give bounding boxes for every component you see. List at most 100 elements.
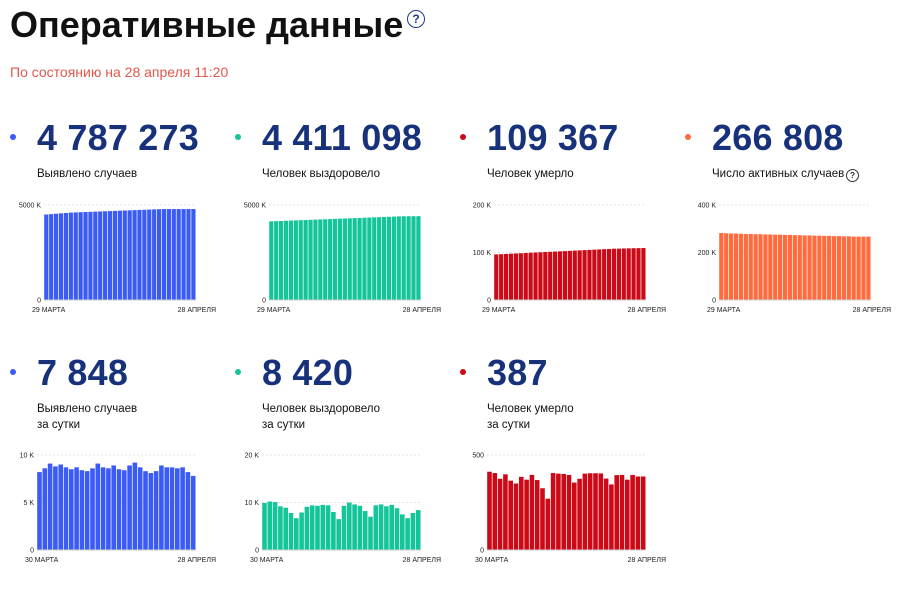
bar[interactable] bbox=[753, 234, 758, 300]
bar[interactable] bbox=[587, 473, 593, 550]
bar[interactable] bbox=[373, 505, 379, 550]
bar[interactable] bbox=[325, 505, 331, 550]
bar[interactable] bbox=[143, 471, 148, 550]
bar[interactable] bbox=[545, 498, 551, 550]
bar[interactable] bbox=[267, 501, 273, 550]
bar[interactable] bbox=[283, 220, 289, 300]
bar[interactable] bbox=[58, 464, 63, 551]
bar[interactable] bbox=[37, 472, 42, 550]
bar[interactable] bbox=[743, 233, 748, 300]
bar[interactable] bbox=[111, 465, 116, 550]
bar[interactable] bbox=[405, 518, 410, 550]
bar[interactable] bbox=[497, 478, 503, 550]
bar[interactable] bbox=[171, 209, 176, 300]
bar[interactable] bbox=[116, 469, 122, 550]
bar[interactable] bbox=[487, 471, 492, 550]
bar[interactable] bbox=[557, 251, 563, 300]
bar[interactable] bbox=[117, 210, 122, 300]
bar[interactable] bbox=[846, 236, 851, 300]
bar[interactable] bbox=[614, 475, 619, 550]
bar[interactable] bbox=[103, 211, 108, 300]
bar[interactable] bbox=[381, 216, 387, 300]
bar[interactable] bbox=[294, 518, 299, 550]
bar[interactable] bbox=[166, 209, 171, 300]
bar[interactable] bbox=[63, 467, 69, 550]
bar[interactable] bbox=[299, 512, 304, 550]
bar[interactable] bbox=[636, 248, 641, 300]
bar[interactable] bbox=[95, 463, 101, 550]
bar[interactable] bbox=[331, 512, 336, 550]
bar[interactable] bbox=[42, 468, 48, 550]
bar[interactable] bbox=[518, 253, 523, 300]
bar[interactable] bbox=[540, 488, 545, 550]
bar[interactable] bbox=[543, 252, 548, 300]
bar[interactable] bbox=[153, 471, 159, 550]
bar[interactable] bbox=[606, 248, 612, 300]
bar[interactable] bbox=[768, 234, 773, 300]
bar[interactable] bbox=[389, 504, 394, 550]
bar[interactable] bbox=[410, 512, 416, 550]
bar[interactable] bbox=[494, 254, 499, 300]
bar[interactable] bbox=[523, 252, 528, 300]
bar[interactable] bbox=[315, 505, 320, 550]
bar[interactable] bbox=[180, 467, 185, 550]
bar[interactable] bbox=[176, 209, 181, 300]
bar[interactable] bbox=[341, 505, 347, 550]
bar[interactable] bbox=[513, 483, 519, 551]
bar[interactable] bbox=[391, 216, 396, 300]
bar[interactable] bbox=[812, 235, 817, 300]
bar[interactable] bbox=[831, 236, 837, 300]
bar[interactable] bbox=[492, 473, 498, 550]
bar[interactable] bbox=[79, 470, 85, 550]
bar[interactable] bbox=[159, 465, 164, 550]
bar[interactable] bbox=[122, 470, 127, 550]
bar[interactable] bbox=[504, 253, 509, 300]
bar[interactable] bbox=[377, 217, 382, 300]
bar[interactable] bbox=[616, 248, 621, 300]
bar[interactable] bbox=[866, 236, 871, 300]
bar[interactable] bbox=[499, 254, 504, 300]
bar[interactable] bbox=[538, 252, 543, 300]
bar[interactable] bbox=[400, 514, 405, 550]
bar[interactable] bbox=[352, 218, 357, 300]
bar[interactable] bbox=[293, 220, 298, 300]
bar[interactable] bbox=[152, 209, 157, 300]
bar[interactable] bbox=[283, 507, 288, 550]
bar[interactable] bbox=[362, 217, 367, 300]
bar[interactable] bbox=[279, 220, 284, 300]
bar[interactable] bbox=[602, 249, 607, 300]
bar[interactable] bbox=[508, 480, 513, 550]
bar[interactable] bbox=[93, 211, 98, 300]
bar[interactable] bbox=[328, 219, 333, 300]
bar[interactable] bbox=[572, 482, 577, 550]
bar[interactable] bbox=[148, 473, 154, 550]
bar[interactable] bbox=[797, 235, 802, 300]
bar[interactable] bbox=[262, 502, 267, 550]
bar[interactable] bbox=[58, 213, 64, 300]
bar[interactable] bbox=[593, 473, 598, 550]
bar[interactable] bbox=[394, 508, 400, 550]
bar[interactable] bbox=[169, 467, 175, 550]
bar[interactable] bbox=[625, 479, 630, 550]
bar[interactable] bbox=[122, 210, 127, 300]
bar[interactable] bbox=[827, 235, 832, 300]
bar[interactable] bbox=[90, 468, 95, 550]
bar[interactable] bbox=[792, 235, 797, 300]
bar[interactable] bbox=[181, 209, 186, 300]
bar[interactable] bbox=[112, 210, 118, 300]
bar[interactable] bbox=[603, 478, 609, 550]
bar[interactable] bbox=[817, 235, 822, 300]
bar[interactable] bbox=[406, 216, 411, 300]
bar[interactable] bbox=[47, 463, 53, 550]
bar[interactable] bbox=[508, 253, 514, 300]
bar[interactable] bbox=[132, 210, 137, 300]
bar[interactable] bbox=[738, 233, 744, 300]
bar[interactable] bbox=[856, 236, 861, 300]
bar[interactable] bbox=[368, 516, 373, 550]
bar[interactable] bbox=[787, 234, 793, 300]
bar[interactable] bbox=[758, 234, 763, 300]
bar[interactable] bbox=[562, 251, 568, 300]
bar[interactable] bbox=[191, 209, 196, 300]
bar[interactable] bbox=[626, 248, 631, 300]
bar[interactable] bbox=[190, 475, 196, 550]
